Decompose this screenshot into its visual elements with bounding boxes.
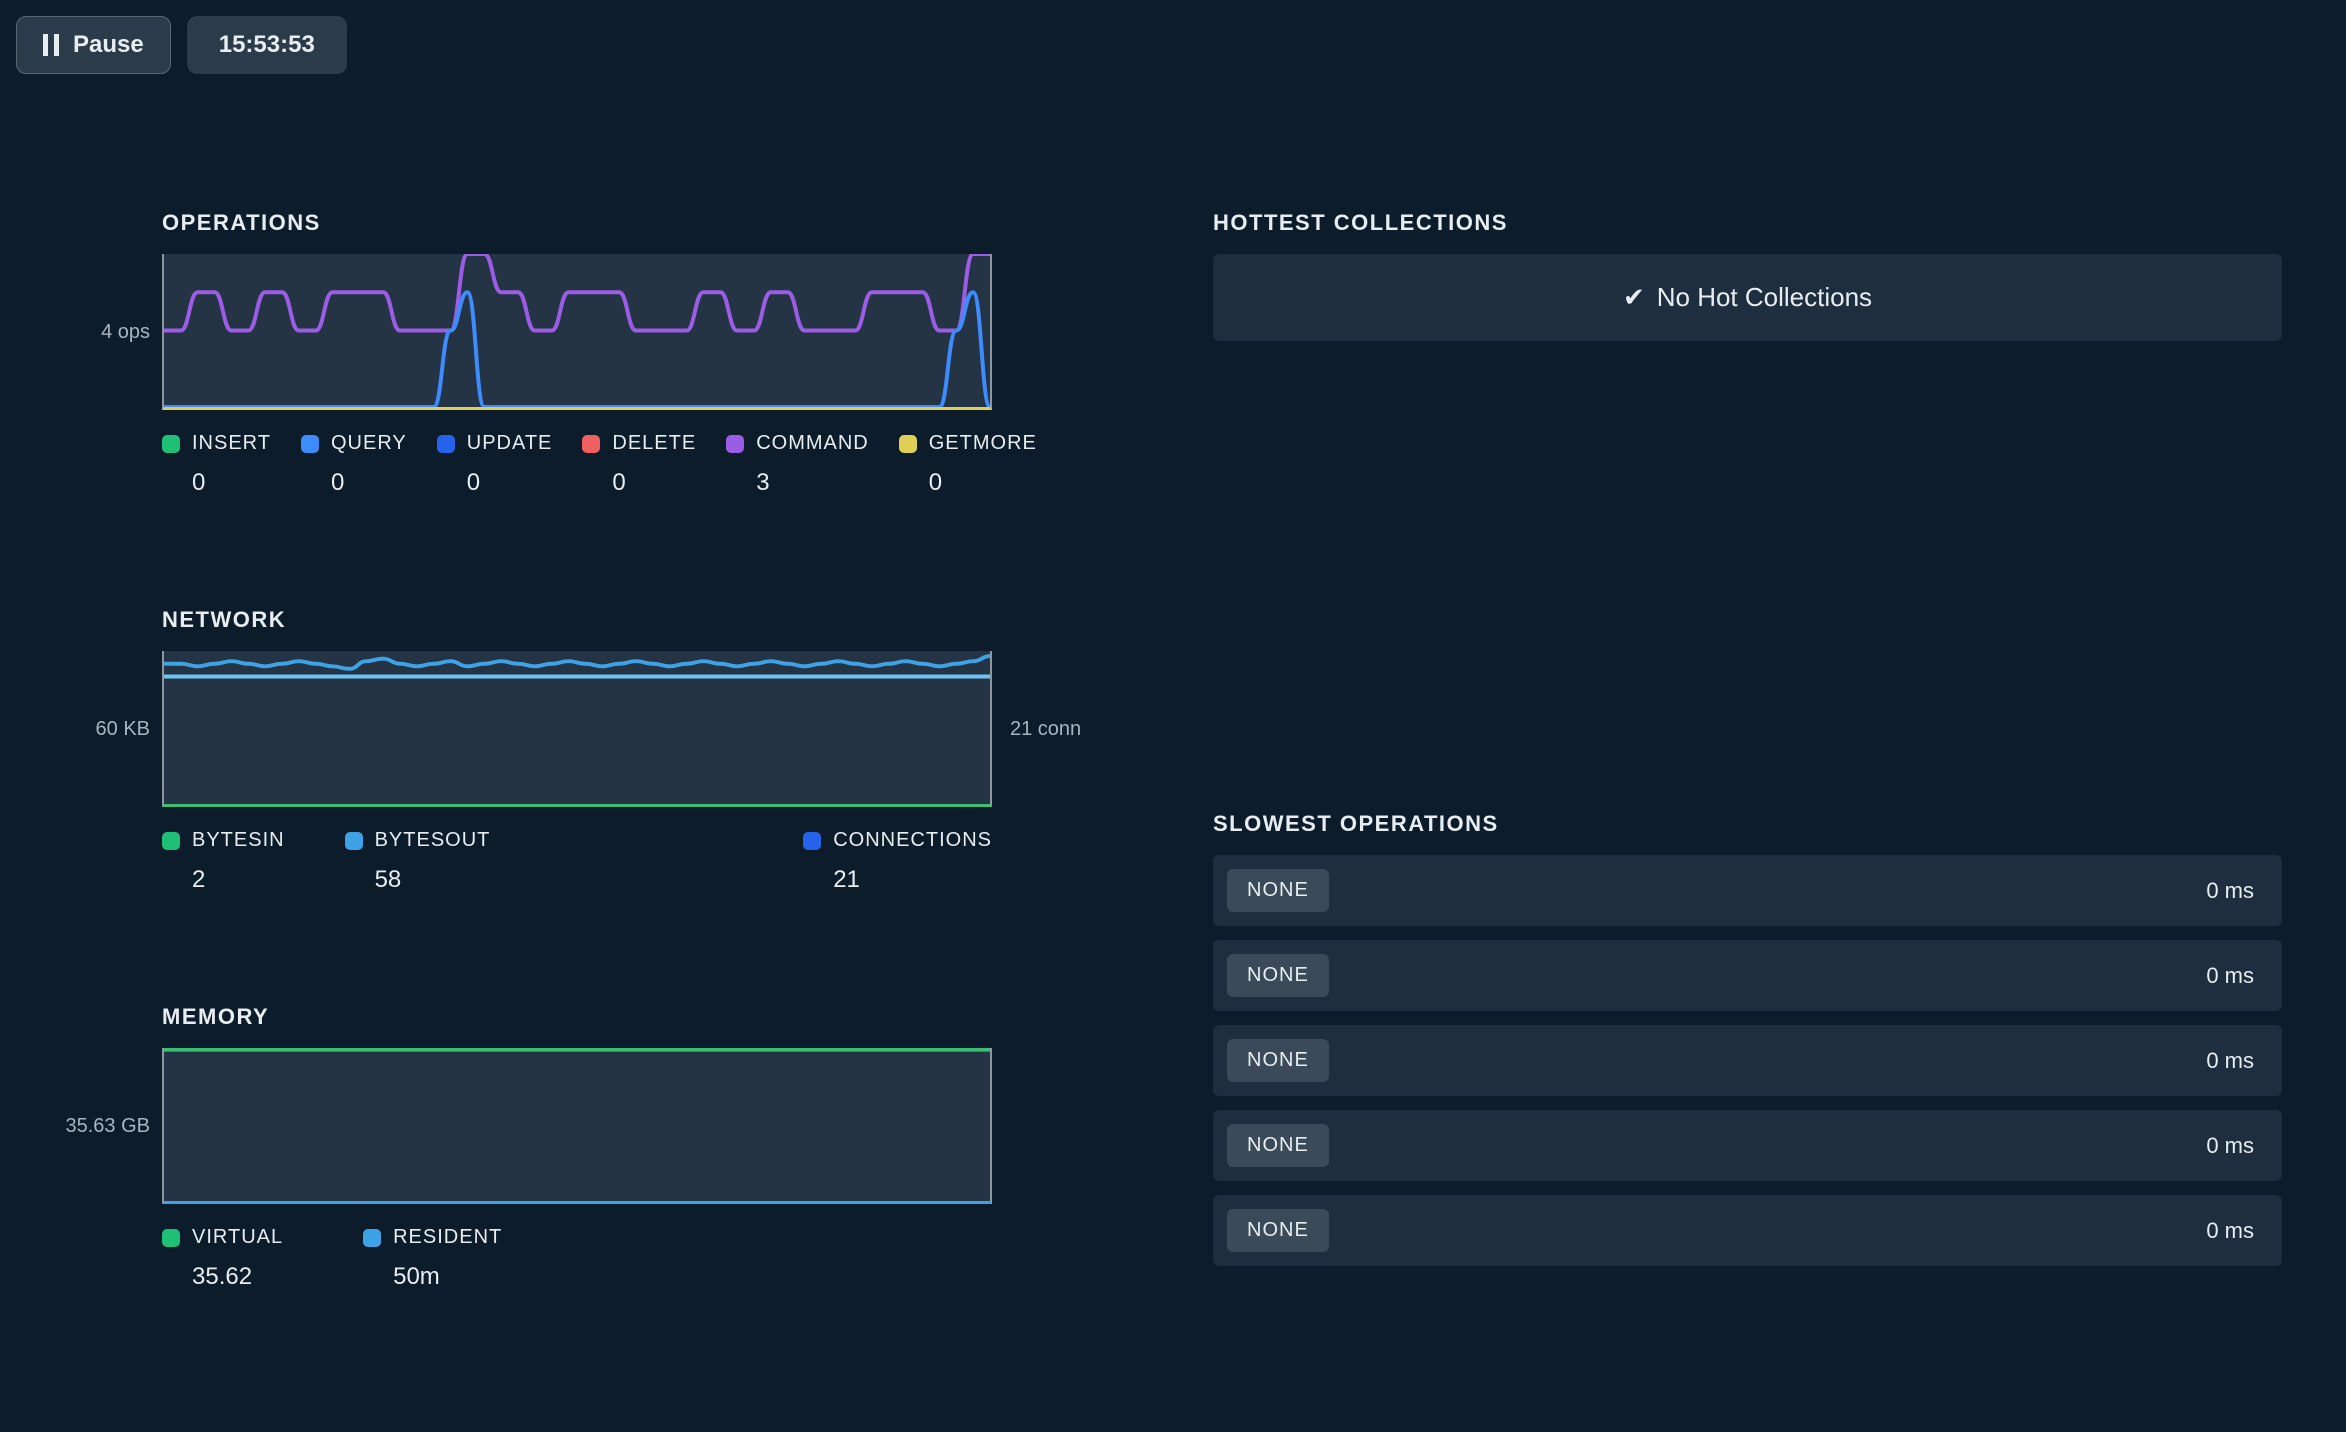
slowest-row-label: NONE	[1227, 869, 1329, 912]
legend-value: 0	[929, 469, 1037, 497]
legend-value: 50m	[393, 1263, 502, 1291]
legend-label: DELETE	[582, 432, 696, 455]
legend-label: COMMAND	[726, 432, 869, 455]
slowest-row-label: NONE	[1227, 1124, 1329, 1167]
hottest-empty-label: No Hot Collections	[1657, 282, 1872, 313]
swatch-icon	[803, 832, 821, 850]
swatch-icon	[582, 435, 600, 453]
memory-title: MEMORY	[162, 1004, 1133, 1030]
swatch-icon	[437, 435, 455, 453]
slowest-row-ms: 0 ms	[2206, 878, 2254, 904]
legend-label: UPDATE	[437, 432, 553, 455]
pause-button[interactable]: Pause	[16, 16, 171, 74]
memory-chart	[162, 1048, 992, 1204]
pause-label: Pause	[73, 31, 144, 59]
operations-section: OPERATIONS 4 ops INSERT 0 QUERY 0 UPDATE…	[64, 210, 1133, 497]
operations-chart	[162, 254, 992, 410]
slowest-row-label: NONE	[1227, 954, 1329, 997]
swatch-icon	[162, 435, 180, 453]
legend-connections: CONNECTIONS	[803, 829, 992, 852]
operations-title: OPERATIONS	[162, 210, 1133, 236]
swatch-icon	[899, 435, 917, 453]
legend-item: QUERY 0	[301, 432, 407, 497]
legend-item: RESIDENT 50m	[363, 1226, 502, 1291]
hottest-title: HOTTEST COLLECTIONS	[1213, 210, 2282, 236]
legend-label: INSERT	[162, 432, 271, 455]
network-title: NETWORK	[162, 607, 1133, 633]
legend-bytesout-value: 58	[375, 866, 491, 894]
hottest-section: HOTTEST COLLECTIONS ✔ No Hot Collections	[1213, 210, 2282, 341]
legend-value: 35.62	[192, 1263, 283, 1291]
legend-item: GETMORE 0	[899, 432, 1037, 497]
legend-item: COMMAND 3	[726, 432, 869, 497]
swatch-icon	[726, 435, 744, 453]
legend-bytesout: BYTESOUT	[345, 829, 491, 852]
legend-label: QUERY	[301, 432, 407, 455]
slowest-row-ms: 0 ms	[2206, 1048, 2254, 1074]
legend-value: 0	[612, 469, 696, 497]
legend-label: GETMORE	[899, 432, 1037, 455]
memory-section: MEMORY 35.63 GB VIRTUAL 35.62 RESIDENT 5…	[64, 1004, 1133, 1291]
legend-bytesin: BYTESIN	[162, 829, 285, 852]
legend-item: UPDATE 0	[437, 432, 553, 497]
slowest-list: NONE 0 ms NONE 0 ms NONE 0 ms NONE 0 ms …	[1213, 855, 2282, 1266]
slowest-row-label: NONE	[1227, 1039, 1329, 1082]
slowest-row[interactable]: NONE 0 ms	[1213, 940, 2282, 1011]
legend-connections-value: 21	[833, 866, 992, 894]
slowest-row[interactable]: NONE 0 ms	[1213, 1110, 2282, 1181]
network-section: NETWORK 60 KB 21 conn BYTESIN 2 BY	[64, 607, 1133, 894]
slowest-section: SLOWEST OPERATIONS NONE 0 ms NONE 0 ms N…	[1213, 811, 2282, 1266]
pause-icon	[43, 34, 59, 56]
hottest-empty-panel: ✔ No Hot Collections	[1213, 254, 2282, 341]
swatch-icon	[363, 1229, 381, 1247]
slowest-row[interactable]: NONE 0 ms	[1213, 1025, 2282, 1096]
slowest-row-ms: 0 ms	[2206, 1218, 2254, 1244]
legend-label: RESIDENT	[363, 1226, 502, 1249]
swatch-icon	[301, 435, 319, 453]
time-display: 15:53:53	[187, 16, 347, 74]
slowest-row-ms: 0 ms	[2206, 963, 2254, 989]
legend-value: 0	[467, 469, 553, 497]
legend-value: 3	[756, 469, 869, 497]
slowest-row-ms: 0 ms	[2206, 1133, 2254, 1159]
memory-y-label: 35.63 GB	[64, 1115, 150, 1138]
network-y-label-left: 60 KB	[64, 718, 150, 741]
operations-y-label: 4 ops	[64, 321, 150, 344]
slowest-row[interactable]: NONE 0 ms	[1213, 1195, 2282, 1266]
network-chart	[162, 651, 992, 807]
legend-bytesin-value: 2	[192, 866, 285, 894]
slowest-row-label: NONE	[1227, 1209, 1329, 1252]
swatch-icon	[162, 1229, 180, 1247]
check-icon: ✔	[1623, 282, 1645, 313]
operations-legend: INSERT 0 QUERY 0 UPDATE 0 DELETE 0 COMMA…	[162, 432, 1133, 497]
network-y-label-right: 21 conn	[1010, 718, 1096, 741]
swatch-icon	[345, 832, 363, 850]
legend-value: 0	[192, 469, 271, 497]
legend-item: INSERT 0	[162, 432, 271, 497]
slowest-row[interactable]: NONE 0 ms	[1213, 855, 2282, 926]
legend-value: 0	[331, 469, 407, 497]
legend-label: VIRTUAL	[162, 1226, 283, 1249]
legend-item: DELETE 0	[582, 432, 696, 497]
slowest-title: SLOWEST OPERATIONS	[1213, 811, 2282, 837]
swatch-icon	[162, 832, 180, 850]
legend-item: VIRTUAL 35.62	[162, 1226, 283, 1291]
memory-legend: VIRTUAL 35.62 RESIDENT 50m	[162, 1226, 1133, 1291]
